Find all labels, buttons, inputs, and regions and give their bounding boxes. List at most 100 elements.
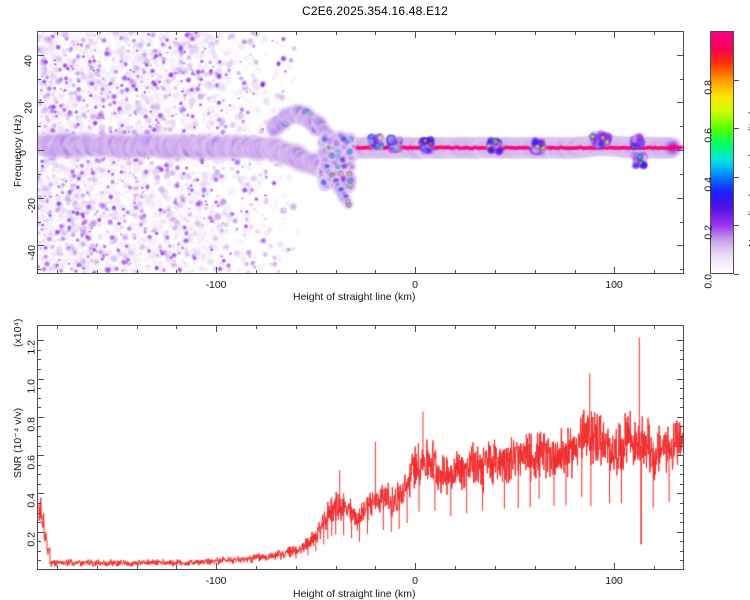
spectrogram-ytick (37, 150, 44, 151)
snr-ytick-label: 0.4 (25, 493, 38, 508)
colorbar-tick-label: 0.8 (702, 80, 715, 95)
snr-xtick-label: -100 (205, 575, 227, 587)
spectrogram-xtick (216, 31, 217, 38)
snr-xtick (216, 325, 217, 332)
spectrogram-ytick-label: -40 (26, 245, 39, 261)
spectrogram-ytick (37, 269, 41, 270)
snr-canvas (38, 326, 683, 569)
snr-ytick (680, 436, 684, 437)
spectrogram-ytick (677, 245, 684, 246)
snr-xtick (575, 325, 576, 329)
spectrogram-ytick (680, 174, 684, 175)
snr-ytick (677, 340, 684, 341)
snr-ytick (37, 407, 41, 408)
snr-ytick (37, 350, 41, 351)
spectrogram-xtick (375, 270, 376, 274)
snr-xtick (375, 566, 376, 570)
snr-xtick-label: 100 (605, 575, 623, 587)
spectrogram-yaxis-title: Frequency (Hz) (12, 114, 24, 187)
snr-xtick (495, 325, 496, 329)
spectrogram-xtick (176, 31, 177, 35)
colorbar-tick (734, 80, 739, 81)
spectrogram-xtick (654, 31, 655, 35)
spectrogram-ytick (37, 102, 44, 103)
spectrogram-xtick (137, 31, 138, 35)
snr-ytick (680, 522, 684, 523)
spectrogram-xtick (415, 31, 416, 38)
spectrogram-ytick (37, 198, 44, 199)
spectrogram-ytick (37, 79, 41, 80)
snr-ytick (37, 532, 44, 533)
snr-ytick (680, 388, 684, 389)
spectrogram-xtick (216, 267, 217, 274)
snr-ytick (37, 398, 41, 399)
spectrogram-xtick (296, 31, 297, 35)
snr-xtick (375, 325, 376, 329)
spectrogram-xtick (296, 270, 297, 274)
spectrogram-ytick-label: 20 (22, 102, 35, 114)
snr-ytick (677, 532, 684, 533)
snr-xtick (97, 325, 98, 329)
colorbar-gradient (711, 32, 733, 273)
snr-xtick (415, 325, 416, 332)
spectrogram-ytick (37, 245, 44, 246)
spectrogram-xtick (256, 31, 257, 35)
spectrogram-ytick (677, 102, 684, 103)
spectrogram-ytick (680, 269, 684, 270)
snr-ytick (37, 465, 41, 466)
spectrogram-xtick (614, 31, 615, 38)
colorbar-tick-label: 0.2 (702, 225, 715, 240)
snr-panel (37, 325, 684, 570)
snr-xtick (57, 325, 58, 329)
colorbar-tick-label: 0.0 (702, 274, 715, 289)
snr-ytick (37, 369, 41, 370)
spectrogram-xtick (535, 270, 536, 274)
spectrogram-ytick-label: 40 (22, 55, 35, 67)
snr-xtick (654, 566, 655, 570)
snr-xtick (415, 563, 416, 570)
snr-xtick (575, 566, 576, 570)
spectrogram-xtick (495, 31, 496, 35)
colorbar-tick (734, 225, 739, 226)
snr-ytick (680, 541, 684, 542)
colorbar-tick-label: 0.6 (702, 128, 715, 143)
snr-ytick (680, 407, 684, 408)
snr-yaxis-title: SNR (10⁻⁴ v/v) (12, 407, 24, 478)
snr-xtick (455, 566, 456, 570)
colorbar-tick-label: 0.4 (702, 177, 715, 192)
snr-ytick (680, 465, 684, 466)
snr-xtick (535, 566, 536, 570)
snr-ytick (680, 513, 684, 514)
snr-ytick (680, 474, 684, 475)
spectrogram-xtick (535, 31, 536, 35)
figure-title: C2E6.2025.354.16.48.E12 (301, 4, 449, 18)
snr-ytick (680, 503, 684, 504)
snr-xtick-label: 0 (412, 575, 418, 587)
spectrogram-ytick (677, 150, 684, 151)
snr-ytick (37, 503, 41, 504)
snr-ytick (680, 426, 684, 427)
spectrogram-ytick (37, 55, 44, 56)
snr-ytick (37, 417, 44, 418)
spectrogram-xtick (495, 270, 496, 274)
spectrogram-xtick (455, 31, 456, 35)
spectrogram-ytick (680, 126, 684, 127)
spectrogram-canvas (38, 32, 683, 273)
spectrogram-xtick (57, 31, 58, 35)
snr-xtick (336, 325, 337, 329)
snr-ytick-label: 0.8 (25, 417, 38, 432)
spectrogram-xtick (97, 31, 98, 35)
snr-ytick-label: 0.6 (25, 455, 38, 470)
snr-xaxis-title: Height of straight line (km) (293, 588, 416, 600)
spectrogram-xtick-label: 0 (412, 279, 418, 291)
snr-xtick (137, 325, 138, 329)
snr-ytick (37, 513, 41, 514)
snr-ytick (680, 350, 684, 351)
snr-xtick (614, 563, 615, 570)
spectrogram-xtick-label: 100 (605, 279, 623, 291)
spectrogram-xtick (415, 267, 416, 274)
snr-ytick (37, 436, 41, 437)
snr-xtick (256, 566, 257, 570)
spectrogram-ytick (680, 222, 684, 223)
snr-xtick (495, 566, 496, 570)
